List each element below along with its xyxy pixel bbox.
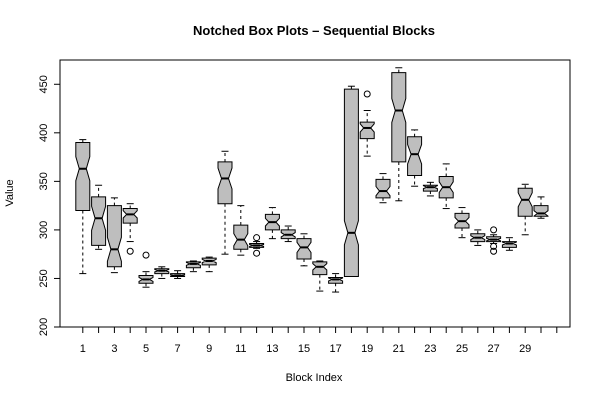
box-plot-block-12 [249, 234, 265, 257]
notched-box [533, 205, 549, 217]
outlier-point [490, 247, 498, 255]
x-tick-label: 13 [266, 343, 278, 355]
x-tick-label: 11 [235, 343, 246, 355]
x-tick-label: 1 [80, 343, 86, 355]
y-tick-label: 250 [38, 269, 50, 287]
outlier-point [253, 249, 261, 257]
box-plot-block-9 [201, 256, 217, 273]
box-plot-block-29 [517, 183, 533, 236]
box-plot-block-18 [343, 85, 359, 278]
x-tick-label: 25 [456, 343, 468, 355]
box-plot-block-4 [122, 203, 138, 255]
box-plot-block-28 [501, 237, 517, 251]
box-plot-block-6 [154, 266, 170, 279]
notched-box [359, 121, 375, 140]
notched-box [233, 224, 249, 250]
x-axis: 1 3 5 7 9 11 13 15 17 19 21 23 25 27 29 [80, 326, 558, 355]
outlier-point [126, 247, 134, 255]
outlier-point [363, 90, 371, 98]
box-plot-block-30 [533, 196, 549, 219]
outlier-point [142, 251, 150, 259]
notched-box [517, 187, 533, 217]
chart-title: Notched Box Plots – Sequential Blocks [193, 23, 435, 38]
x-tick-label: 9 [206, 343, 212, 355]
x-tick-label: 19 [361, 343, 373, 355]
y-tick-label: 450 [38, 75, 50, 93]
x-tick-label: 17 [329, 343, 341, 355]
box-plot-block-20 [375, 173, 391, 204]
box-plot-block-21 [391, 67, 407, 202]
box-plot-block-11 [233, 205, 249, 256]
box-plot-block-14 [280, 225, 296, 243]
notched-box [375, 178, 391, 199]
y-tick-label: 200 [38, 318, 50, 336]
x-tick-label: 21 [393, 343, 405, 355]
plot-area-frame [59, 59, 571, 328]
x-tick-label: 7 [175, 343, 181, 355]
y-axis-label: Value [4, 179, 16, 206]
box-plot-block-13 [264, 207, 280, 240]
notched-box [106, 205, 122, 268]
box-plot-block-2 [91, 184, 107, 250]
y-axis: 200 250 300 350 400 450 [38, 75, 61, 336]
x-tick-label: 5 [143, 343, 149, 355]
outlier-point [253, 234, 261, 242]
notched-box [91, 196, 107, 246]
y-tick-label: 300 [38, 221, 50, 239]
notched-box [122, 208, 138, 224]
x-axis-label: Block Index [286, 372, 343, 384]
box-plot-block-15 [296, 233, 312, 267]
box-plot-block-7 [170, 270, 186, 279]
x-tick-label: 23 [424, 343, 436, 355]
notched-box [391, 72, 407, 163]
box-plot-block-10 [217, 150, 233, 255]
box-plot-block-23 [422, 181, 438, 197]
notched-box [217, 161, 233, 205]
box-plot-block-24 [438, 163, 454, 210]
notched-box [407, 136, 423, 176]
box-plot-block-19 [359, 90, 375, 157]
box-plot-block-3 [106, 197, 122, 274]
y-tick-label: 400 [38, 124, 50, 142]
notched-box [343, 88, 359, 277]
notched-box [296, 238, 312, 260]
outlier-point [490, 242, 498, 250]
box-plot-block-25 [454, 207, 470, 239]
x-tick-label: 27 [487, 343, 499, 355]
box-series [75, 67, 549, 293]
x-tick-label: 3 [111, 343, 117, 355]
box-plot-block-5 [138, 251, 154, 288]
box-plot-block-1 [75, 139, 91, 275]
y-tick-label: 350 [38, 172, 50, 190]
box-plot-block-27 [486, 226, 502, 255]
x-tick-label: 15 [298, 343, 310, 355]
box-plot-block-16 [312, 260, 328, 292]
outlier-point [490, 226, 498, 234]
x-tick-label: 29 [519, 343, 531, 355]
notched-box [312, 261, 328, 276]
box-plot-block-26 [470, 229, 486, 246]
box-plot-block-22 [407, 129, 423, 187]
box-plot-block-8 [185, 260, 201, 273]
notched-box [75, 142, 91, 211]
box-plot-block-17 [328, 273, 344, 293]
